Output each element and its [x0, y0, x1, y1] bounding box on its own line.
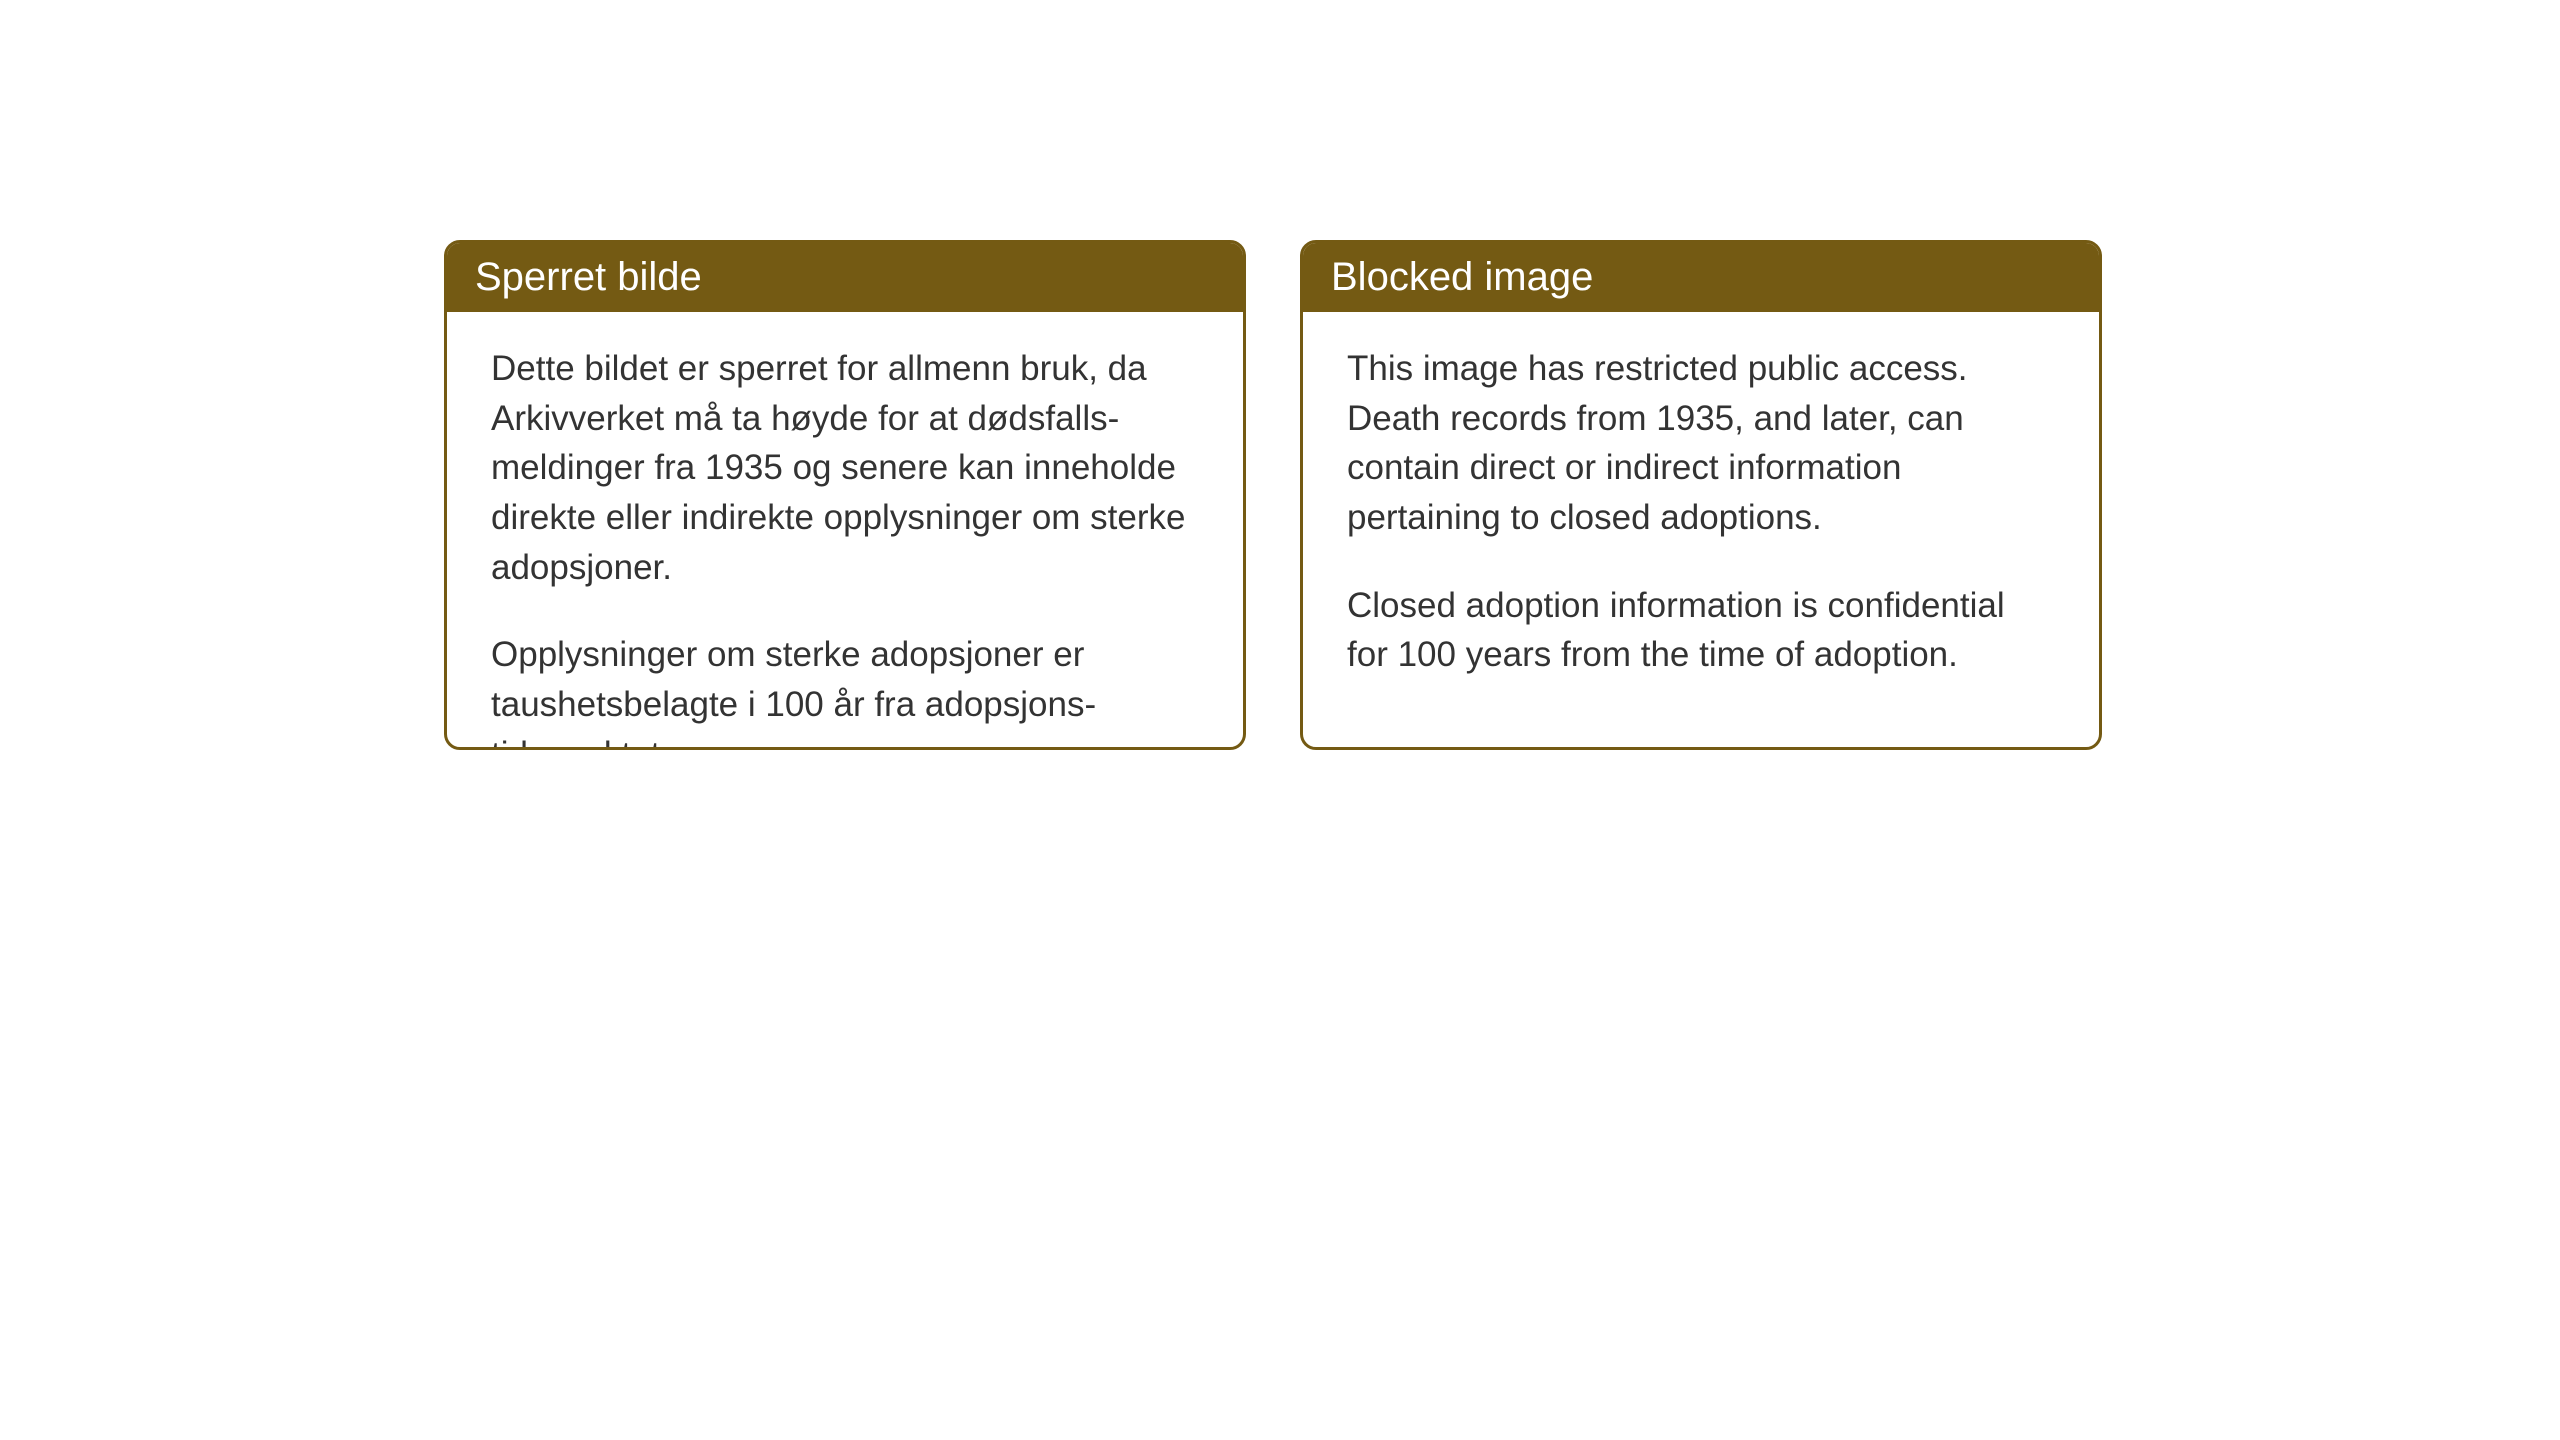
card-header-norwegian: Sperret bilde — [447, 243, 1243, 312]
card-title-norwegian: Sperret bilde — [475, 255, 702, 299]
card-norwegian: Sperret bilde Dette bildet er sperret fo… — [444, 240, 1246, 750]
card-english: Blocked image This image has restricted … — [1300, 240, 2102, 750]
card-paragraph-2-english: Closed adoption information is confident… — [1347, 581, 2055, 680]
card-paragraph-1-english: This image has restricted public access.… — [1347, 344, 2055, 543]
card-paragraph-2-norwegian: Opplysninger om sterke adopsjoner er tau… — [491, 630, 1199, 750]
card-body-english: This image has restricted public access.… — [1303, 312, 2099, 712]
cards-container: Sperret bilde Dette bildet er sperret fo… — [444, 240, 2102, 750]
card-body-norwegian: Dette bildet er sperret for allmenn bruk… — [447, 312, 1243, 750]
card-header-english: Blocked image — [1303, 243, 2099, 312]
card-paragraph-1-norwegian: Dette bildet er sperret for allmenn bruk… — [491, 344, 1199, 592]
card-title-english: Blocked image — [1331, 255, 1593, 299]
